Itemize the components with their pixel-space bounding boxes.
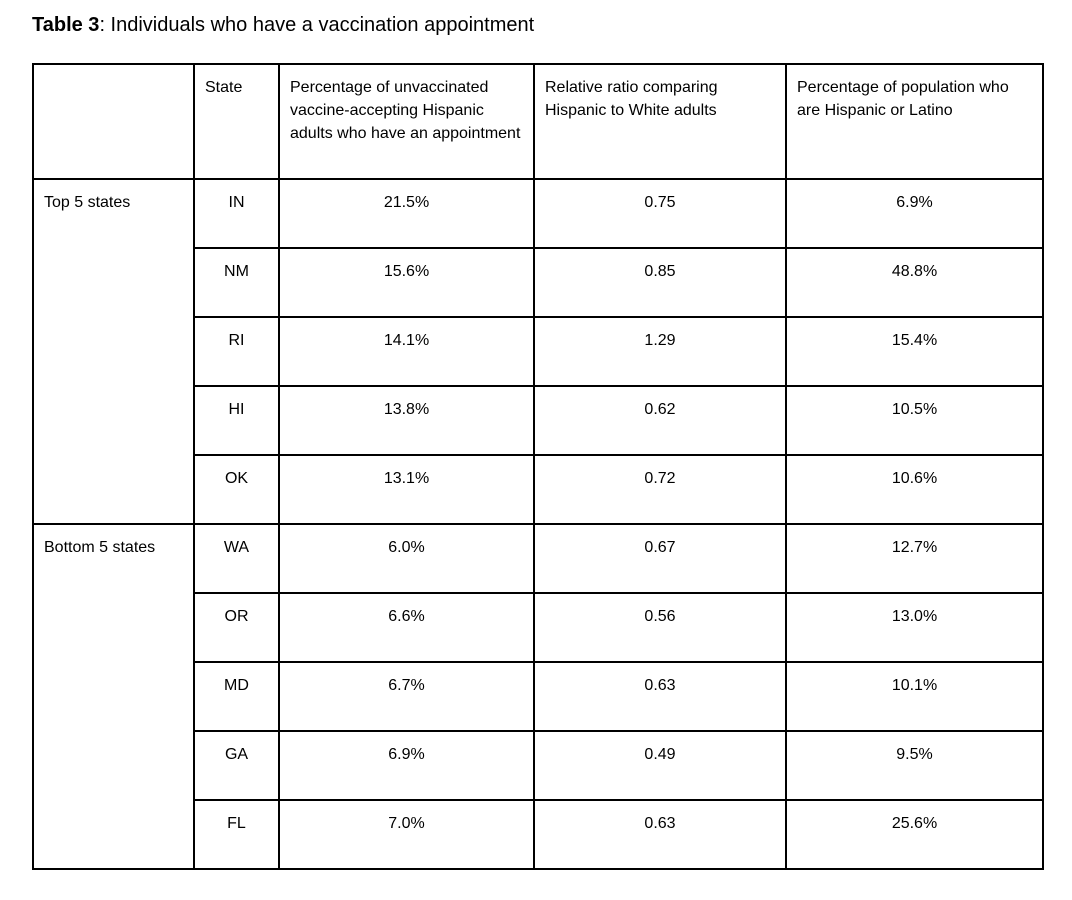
pct-appointment-cell: 6.7% [278,661,535,732]
pct-population-cell: 10.6% [785,454,1044,525]
pct-population-cell: 48.8% [785,247,1044,318]
relative-ratio-cell: 0.63 [533,799,787,870]
table-row: RI 14.1% 1.29 15.4% [33,316,1044,387]
column-header-pct-population: Percentage of population who are Hispani… [785,63,1044,180]
state-cell: WA [193,523,280,594]
state-cell: HI [193,385,280,456]
relative-ratio-cell: 0.72 [533,454,787,525]
table-row: NM 15.6% 0.85 48.8% [33,247,1044,318]
pct-appointment-cell: 7.0% [278,799,535,870]
state-cell: RI [193,316,280,387]
table-title-label: Table 3 [32,14,100,36]
relative-ratio-cell: 0.62 [533,385,787,456]
pct-appointment-cell: 15.6% [278,247,535,318]
group-label-top5: Top 5 states [32,178,195,525]
table-row: FL 7.0% 0.63 25.6% [33,799,1044,870]
pct-appointment-cell: 13.8% [278,385,535,456]
state-cell: OR [193,592,280,663]
column-header-pct-appointment: Percentage of unvaccinated vaccine-accep… [278,63,535,180]
table-row: MD 6.7% 0.63 10.1% [33,661,1044,732]
pct-population-cell: 10.5% [785,385,1044,456]
pct-population-cell: 25.6% [785,799,1044,870]
column-header-corner [32,63,195,180]
table-row: GA 6.9% 0.49 9.5% [33,730,1044,801]
relative-ratio-cell: 0.75 [533,178,787,249]
header-row: State Percentage of unvaccinated vaccine… [32,63,1044,180]
relative-ratio-cell: 0.85 [533,247,787,318]
table-row: HI 13.8% 0.62 10.5% [33,385,1044,456]
state-cell: FL [193,799,280,870]
pct-appointment-cell: 13.1% [278,454,535,525]
pct-appointment-cell: 21.5% [278,178,535,249]
relative-ratio-cell: 0.56 [533,592,787,663]
group-label-bottom5: Bottom 5 states [32,523,195,870]
table-row: OK 13.1% 0.72 10.6% [33,454,1044,525]
pct-population-cell: 9.5% [785,730,1044,801]
state-cell: GA [193,730,280,801]
pct-appointment-cell: 14.1% [278,316,535,387]
pct-population-cell: 13.0% [785,592,1044,663]
state-cell: IN [193,178,280,249]
relative-ratio-cell: 0.63 [533,661,787,732]
pct-population-cell: 10.1% [785,661,1044,732]
pct-population-cell: 15.4% [785,316,1044,387]
relative-ratio-cell: 1.29 [533,316,787,387]
state-cell: NM [193,247,280,318]
pct-population-cell: 12.7% [785,523,1044,594]
table-title: Table 3: Individuals who have a vaccinat… [32,12,1042,39]
pct-appointment-cell: 6.6% [278,592,535,663]
table-title-text: : Individuals who have a vaccination app… [99,14,535,36]
pct-appointment-cell: 6.9% [278,730,535,801]
state-cell: MD [193,661,280,732]
data-table: State Percentage of unvaccinated vaccine… [32,63,1044,870]
pct-appointment-cell: 6.0% [278,523,535,594]
column-header-relative-ratio: Relative ratio comparing Hispanic to Whi… [533,63,787,180]
state-cell: OK [193,454,280,525]
column-header-state: State [193,63,280,180]
table-row: OR 6.6% 0.56 13.0% [33,592,1044,663]
table-row: Top 5 states IN 21.5% 0.75 6.9% [32,178,1044,525]
pct-population-cell: 6.9% [785,178,1044,249]
table-row: Bottom 5 states WA 6.0% 0.67 12.7% [32,523,1044,870]
relative-ratio-cell: 0.49 [533,730,787,801]
relative-ratio-cell: 0.67 [533,523,787,594]
